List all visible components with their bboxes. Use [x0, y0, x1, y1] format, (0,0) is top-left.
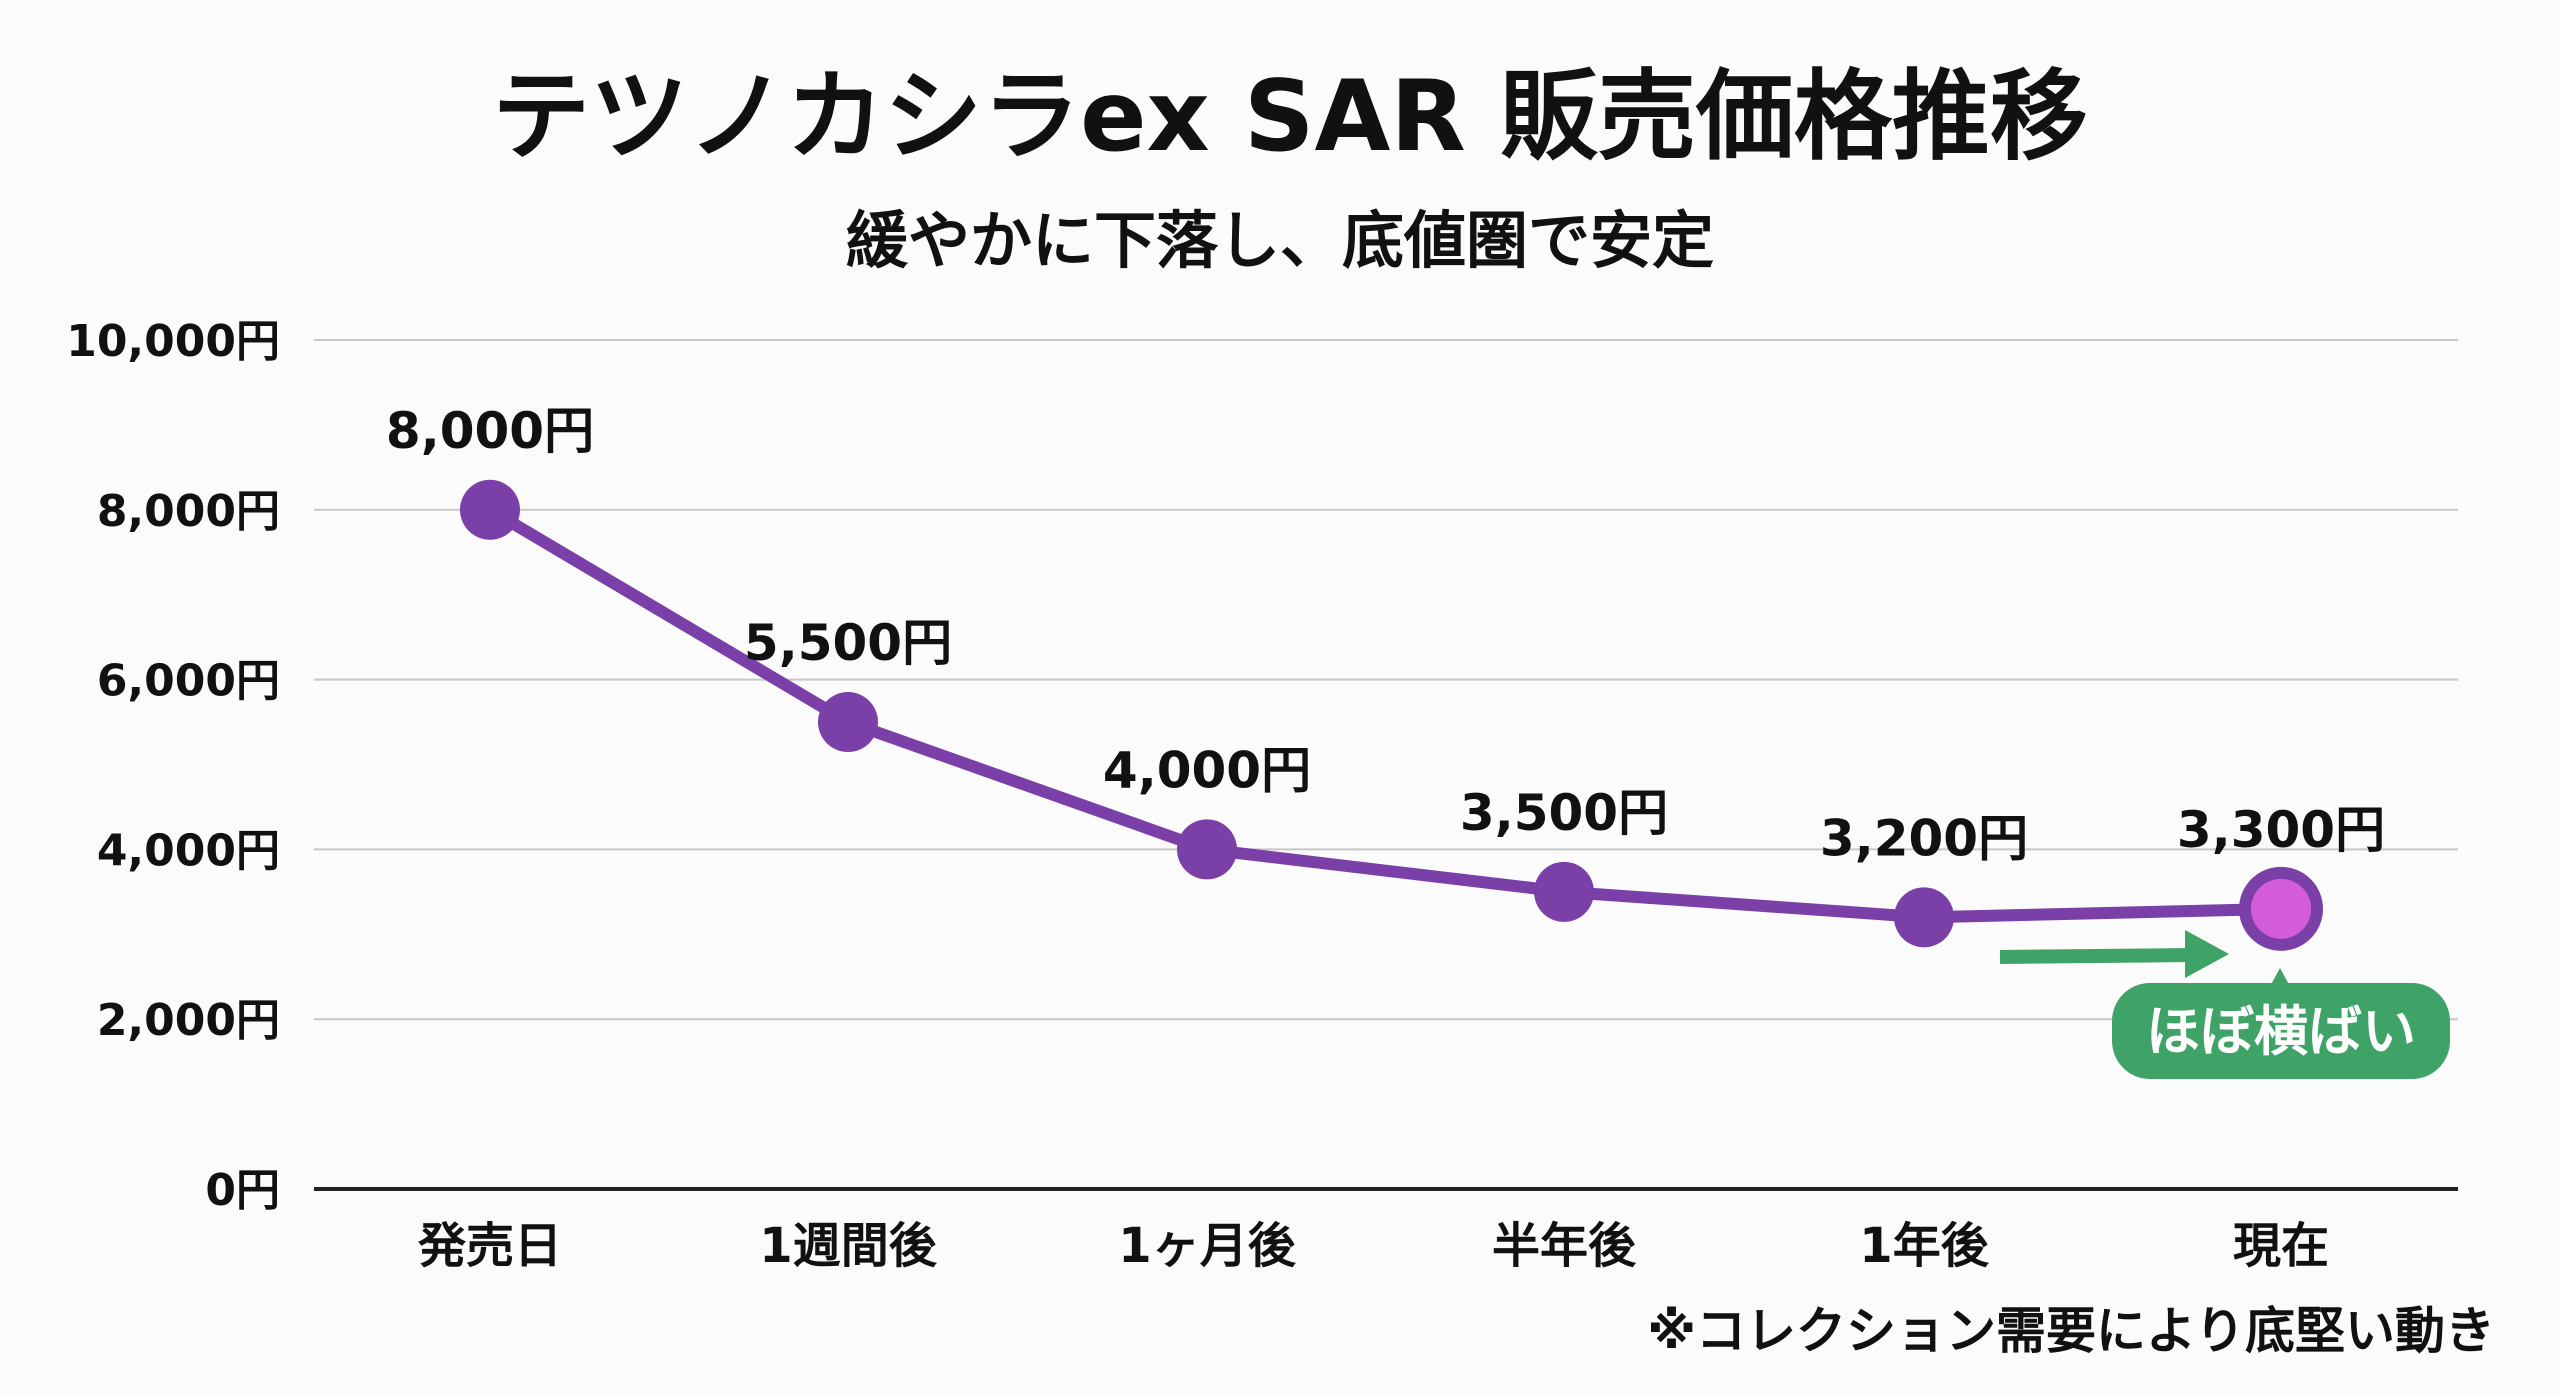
chart-title: テツノカシラex SAR 販売価格推移: [492, 60, 2088, 174]
price-point: [460, 479, 520, 540]
y-tick-label: 0円: [205, 1165, 280, 1216]
y-tick-label: 6,000円: [97, 656, 280, 707]
annotation-badge: [2112, 983, 2450, 1079]
data-label: 3,200円: [1820, 809, 2028, 867]
footnote: ※コレクション需要により底堅い動き: [1647, 1302, 2495, 1360]
data-label: 3,500円: [1460, 784, 1668, 842]
y-tick-label: 4,000円: [97, 825, 280, 876]
x-tick-label: 1ヶ月後: [1118, 1218, 1296, 1274]
x-tick-label: 1年後: [1859, 1218, 1989, 1274]
data-label: 4,000円: [1103, 741, 1311, 799]
price-point: [818, 692, 878, 753]
data-label: 5,500円: [744, 614, 952, 672]
x-tick-label: 発売日: [418, 1218, 562, 1274]
price-point: [1534, 861, 1594, 922]
y-tick-label: 8,000円: [97, 486, 280, 537]
current-price-point: [2239, 866, 2323, 951]
price-line: [486, 504, 2282, 924]
y-tick-label: 10,000円: [66, 316, 280, 367]
data-label: 8,000円: [386, 402, 594, 460]
price-point: [1177, 819, 1237, 880]
x-tick-label: 1週間後: [759, 1218, 937, 1274]
data-label: 3,300円: [2177, 801, 2385, 859]
flat-trend-arrow-shaft: [1999, 948, 2191, 964]
y-tick-label: 2,000円: [97, 995, 280, 1046]
price-point: [1894, 887, 1954, 948]
annotation-badge-label: ほぼ横ばい: [2146, 1000, 2416, 1063]
chart-subtitle: 緩やかに下落し、底値圏で安定: [846, 204, 1714, 277]
flat-trend-arrow-head: [2185, 930, 2229, 978]
x-tick-label: 現在: [2233, 1218, 2329, 1274]
x-tick-label: 半年後: [1492, 1218, 1637, 1274]
